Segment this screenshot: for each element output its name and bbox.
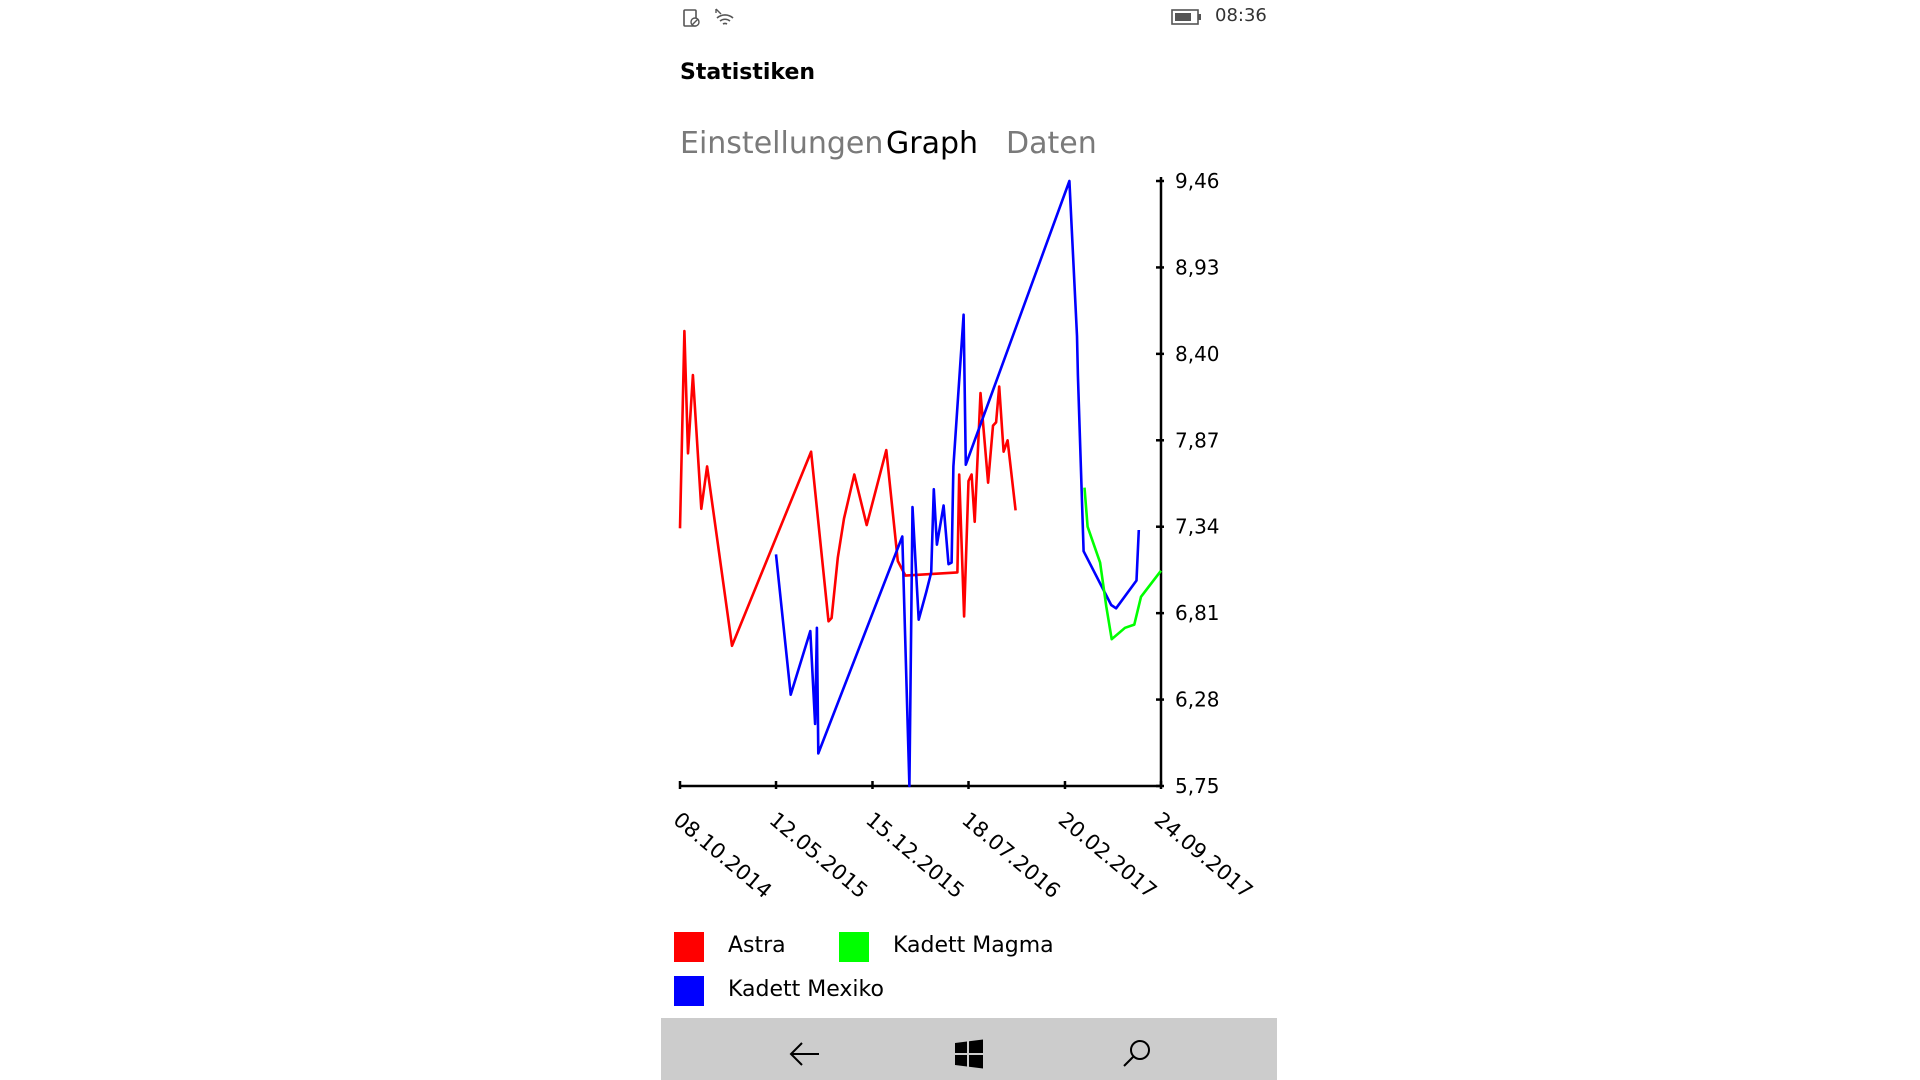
x-tick-label: 15.12.2015 bbox=[861, 807, 969, 903]
legend-swatch-astra bbox=[674, 932, 704, 962]
y-tick-label: 5,75 bbox=[1175, 774, 1220, 798]
navigation-bar bbox=[661, 1018, 1277, 1080]
legend-swatch-kadett-magma bbox=[839, 932, 869, 962]
status-time: 08:36 bbox=[1215, 5, 1267, 26]
tab-graph[interactable]: Graph bbox=[886, 126, 979, 161]
tab-daten[interactable]: Daten bbox=[1006, 126, 1097, 161]
series-line-astra bbox=[678, 329, 1017, 648]
y-tick-label: 9,46 bbox=[1175, 169, 1220, 193]
line-chart: 08.10.201412.05.201515.12.201518.07.2016… bbox=[669, 169, 1258, 903]
x-tick-label: 24.09.2017 bbox=[1150, 807, 1258, 903]
x-tick-label: 18.07.2016 bbox=[957, 807, 1065, 903]
phone-status-icon bbox=[683, 9, 700, 27]
y-tick-label: 6,81 bbox=[1175, 601, 1220, 625]
wifi-icon bbox=[715, 8, 734, 25]
legend-swatch-kadett-mexiko bbox=[674, 976, 704, 1006]
series-line-kadett-magma bbox=[1083, 487, 1163, 641]
windows-icon[interactable] bbox=[947, 1032, 991, 1076]
legend-label-kadett-mexiko: Kadett Mexiko bbox=[728, 977, 884, 1002]
x-tick-label: 20.02.2017 bbox=[1054, 807, 1162, 903]
series-line-kadett-mexiko bbox=[774, 179, 1141, 788]
x-tick-label: 12.05.2015 bbox=[765, 807, 873, 903]
tab-einstellungen[interactable]: Einstellungen bbox=[680, 126, 884, 161]
back-arrow-icon[interactable] bbox=[783, 1032, 827, 1076]
y-tick-label: 8,93 bbox=[1175, 255, 1220, 279]
y-tick-label: 7,87 bbox=[1175, 428, 1220, 452]
legend-label-astra: Astra bbox=[728, 933, 786, 958]
battery-icon bbox=[1171, 9, 1201, 25]
legend-label-kadett-magma: Kadett Magma bbox=[893, 933, 1054, 958]
y-tick-label: 6,28 bbox=[1175, 688, 1220, 712]
search-icon[interactable] bbox=[1115, 1032, 1159, 1076]
y-tick-label: 8,40 bbox=[1175, 342, 1220, 366]
x-tick-label: 08.10.2014 bbox=[669, 807, 777, 903]
phone-screen: 08:36 Statistiken Einstellungen Graph Da… bbox=[661, 0, 1277, 1080]
y-tick-label: 7,34 bbox=[1175, 515, 1220, 539]
page-title: Statistiken bbox=[680, 60, 816, 85]
